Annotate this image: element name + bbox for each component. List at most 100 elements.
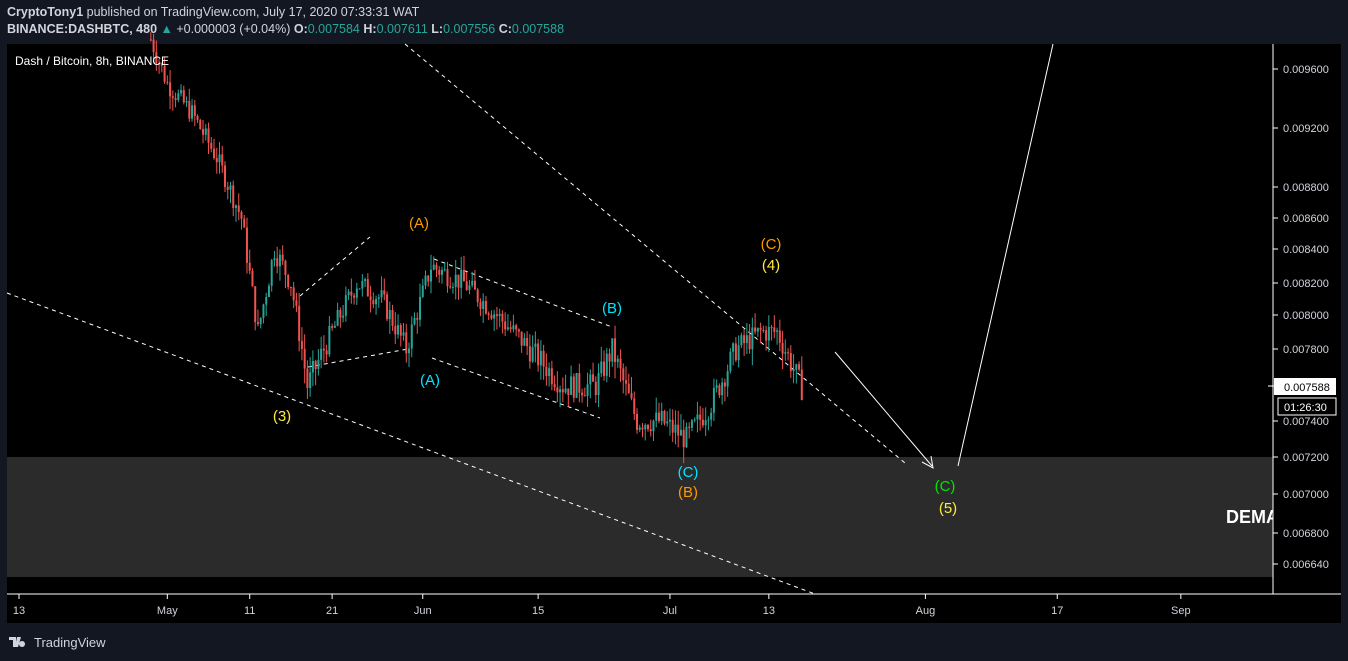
candle-body[interactable] (636, 413, 638, 430)
candle-body[interactable] (638, 427, 641, 430)
candle-body[interactable] (608, 353, 611, 362)
candle-body[interactable] (344, 295, 347, 316)
candle-body[interactable] (729, 351, 732, 372)
candle-body[interactable] (800, 369, 803, 400)
candle-body[interactable] (180, 90, 183, 94)
candle-body[interactable] (284, 260, 287, 276)
candle-body[interactable] (408, 348, 411, 354)
candle-body[interactable] (605, 353, 608, 376)
candle-body[interactable] (454, 274, 457, 287)
candle-body[interactable] (712, 387, 715, 413)
candle-body[interactable] (666, 421, 669, 424)
candle-body[interactable] (218, 154, 221, 163)
candle-body[interactable] (391, 309, 394, 326)
candle-body[interactable] (380, 290, 383, 298)
candle-body[interactable] (259, 317, 262, 325)
candle-body[interactable] (652, 420, 655, 432)
candle-body[interactable] (509, 327, 512, 330)
candle-body[interactable] (586, 384, 589, 396)
candle-body[interactable] (270, 260, 273, 286)
candle-body[interactable] (399, 325, 402, 336)
candlestick-series[interactable] (149, 32, 803, 464)
candle-body[interactable] (622, 368, 625, 381)
projection-up-line[interactable] (957, 43, 1054, 467)
candle-body[interactable] (778, 330, 781, 343)
candle-body[interactable] (685, 426, 688, 448)
candle-body[interactable] (770, 327, 773, 329)
candle-body[interactable] (191, 105, 194, 119)
candle-body[interactable] (589, 374, 592, 385)
candle-body[interactable] (792, 369, 795, 372)
candle-body[interactable] (440, 270, 443, 275)
candle-body[interactable] (784, 352, 787, 354)
candle-body[interactable] (528, 346, 531, 362)
candle-body[interactable] (523, 337, 526, 346)
candle-body[interactable] (152, 39, 155, 53)
candle-body[interactable] (465, 281, 468, 290)
publisher-name[interactable]: CryptoTony1 (7, 5, 84, 19)
candle-body[interactable] (355, 288, 358, 298)
wedge-lower-right[interactable] (431, 357, 601, 419)
candle-body[interactable] (298, 305, 301, 342)
candle-body[interactable] (193, 105, 196, 117)
candle-body[interactable] (517, 329, 520, 332)
candle-body[interactable] (597, 373, 600, 396)
candle-body[interactable] (369, 296, 372, 301)
candle-body[interactable] (572, 376, 575, 398)
candle-body[interactable] (245, 227, 248, 263)
candle-body[interactable] (232, 185, 235, 209)
candle-body[interactable] (726, 371, 729, 387)
candle-body[interactable] (468, 285, 471, 290)
candle-body[interactable] (443, 269, 446, 271)
candle-body[interactable] (449, 286, 452, 288)
candle-body[interactable] (405, 332, 408, 354)
candle-body[interactable] (699, 414, 702, 420)
candle-body[interactable] (614, 338, 617, 363)
projection-down-line[interactable] (834, 351, 933, 467)
candle-body[interactable] (424, 275, 427, 286)
candle-body[interactable] (734, 343, 737, 361)
candle-body[interactable] (347, 291, 350, 296)
candle-body[interactable] (322, 348, 325, 351)
candle-body[interactable] (185, 101, 188, 103)
candle-body[interactable] (325, 350, 328, 355)
candle-body[interactable] (457, 274, 460, 288)
candle-body[interactable] (619, 358, 622, 369)
candle-body[interactable] (506, 327, 509, 330)
candle-body[interactable] (704, 420, 707, 426)
candle-body[interactable] (690, 420, 693, 428)
candle-body[interactable] (663, 410, 666, 424)
candle-body[interactable] (446, 269, 449, 287)
candle-body[interactable] (504, 321, 507, 330)
candle-body[interactable] (358, 288, 361, 290)
candle-body[interactable] (215, 158, 218, 163)
candle-body[interactable] (487, 313, 490, 315)
candle-body[interactable] (377, 297, 380, 299)
candle-body[interactable] (460, 269, 463, 288)
candle-body[interactable] (317, 359, 320, 370)
candle-body[interactable] (655, 412, 658, 421)
candle-body[interactable] (254, 286, 257, 323)
candle-body[interactable] (256, 322, 259, 325)
candle-body[interactable] (364, 279, 367, 282)
price-axis[interactable] (1273, 44, 1341, 594)
candle-body[interactable] (295, 300, 298, 306)
candle-body[interactable] (331, 325, 334, 328)
candle-body[interactable] (732, 343, 735, 352)
candle-body[interactable] (166, 81, 169, 83)
tradingview-logo-icon[interactable] (8, 634, 30, 648)
candle-body[interactable] (174, 98, 177, 101)
candle-body[interactable] (520, 331, 523, 346)
candle-body[interactable] (438, 269, 441, 275)
candle-body[interactable] (226, 186, 229, 190)
time-axis[interactable] (7, 594, 1341, 623)
candle-body[interactable] (789, 352, 792, 372)
candle-body[interactable] (537, 343, 540, 366)
candle-body[interactable] (548, 368, 551, 377)
candle-body[interactable] (451, 286, 454, 288)
candle-body[interactable] (158, 62, 161, 64)
candle-body[interactable] (416, 318, 419, 320)
candle-body[interactable] (237, 205, 240, 213)
candle-body[interactable] (361, 281, 364, 289)
